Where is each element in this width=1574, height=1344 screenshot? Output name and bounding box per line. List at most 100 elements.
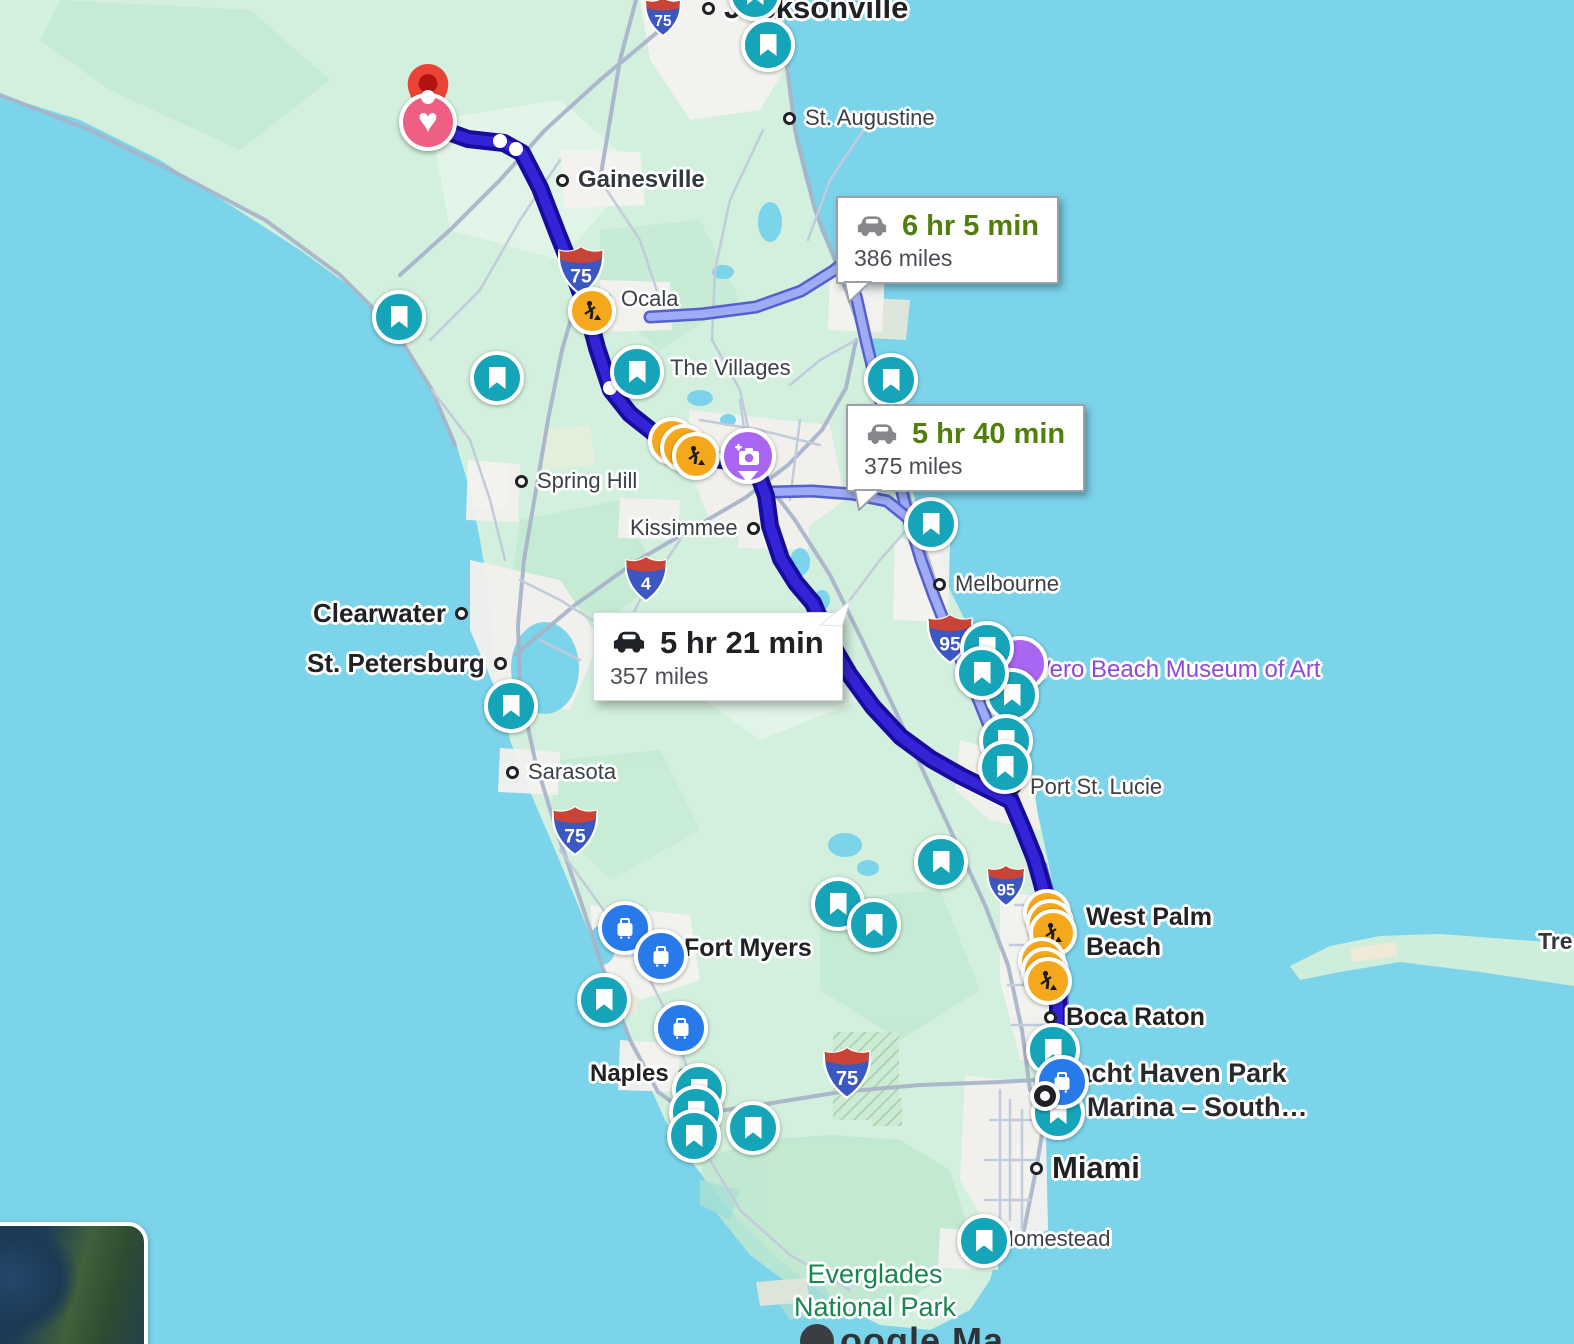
- bookmark-icon: [502, 695, 520, 717]
- city-label-st-petersburg[interactable]: St. Petersburg: [307, 648, 507, 679]
- origin-marker[interactable]: [1030, 1081, 1060, 1111]
- city-label-boca-raton[interactable]: Boca Raton: [1044, 1003, 1205, 1032]
- roadwork-pin[interactable]: [1024, 957, 1072, 1005]
- saved-place-pin[interactable]: [577, 973, 631, 1027]
- saved-place-pin[interactable]: [847, 898, 901, 952]
- bookmark-icon: [865, 914, 883, 936]
- construction-worker-icon: [1040, 970, 1057, 990]
- pin-tail: [738, 471, 758, 493]
- car-icon: [613, 631, 645, 653]
- layers-control[interactable]: Layers: [0, 1222, 148, 1344]
- city-dot: [702, 1, 715, 15]
- saved-place-pin[interactable]: [957, 1214, 1011, 1268]
- camera-plus-icon: [735, 443, 759, 465]
- suitcase-icon: [617, 918, 633, 939]
- saved-place-pin[interactable]: [372, 290, 426, 344]
- car-icon: [867, 423, 897, 444]
- favorite-place-marker[interactable]: ♥: [399, 90, 457, 151]
- construction-worker-icon: [688, 445, 705, 465]
- saved-place-pin[interactable]: [978, 740, 1032, 794]
- saved-place-pin[interactable]: [610, 345, 664, 399]
- saved-place-pin[interactable]: [667, 1109, 721, 1163]
- roadwork-pin[interactable]: [568, 287, 616, 335]
- svg-text:75: 75: [836, 1068, 858, 1090]
- city-label-miami[interactable]: Miami: [1030, 1150, 1140, 1186]
- city-label-the-villages[interactable]: The Villages: [648, 355, 791, 381]
- city-dot: [1044, 1011, 1057, 1024]
- bookmark-icon: [746, 0, 764, 5]
- svg-text:75: 75: [655, 13, 672, 30]
- city-dot: [454, 607, 468, 620]
- saved-place-pin[interactable]: [955, 646, 1009, 700]
- city-label-west-palm-beach[interactable]: West Palm Beach: [1064, 902, 1246, 962]
- construction-worker-icon: [584, 300, 601, 320]
- car-icon: [857, 215, 887, 236]
- route-selected-bubble[interactable]: 5 hr 21 min 357 miles: [593, 599, 851, 701]
- interstate-shield-75: 75: [558, 246, 604, 296]
- city-dot: [933, 577, 946, 591]
- hotel-travel-pin[interactable]: [654, 1001, 708, 1055]
- city-label-st-augustine[interactable]: St. Augustine: [783, 105, 935, 131]
- saved-place-pin[interactable]: [741, 18, 795, 72]
- bookmark-icon: [390, 306, 408, 328]
- bookmark-icon: [975, 1230, 993, 1252]
- interstate-shield-75: 75: [823, 1047, 871, 1099]
- bookmark-icon: [882, 369, 900, 391]
- pin-tip-dot: [421, 90, 435, 104]
- city-label-sarasota[interactable]: Sarasota: [506, 759, 616, 785]
- city-label-clearwater[interactable]: Clearwater: [313, 598, 468, 629]
- svg-text:75: 75: [564, 826, 586, 847]
- interstate-shield-75: 75: [552, 806, 598, 856]
- city-dot: [746, 521, 760, 535]
- city-label-spring-hill[interactable]: Spring Hill: [515, 468, 637, 494]
- poi-label-vero-beach-museum[interactable]: Vero Beach Museum of Art: [1035, 656, 1321, 683]
- bookmark-icon: [922, 513, 940, 535]
- saved-place-pin[interactable]: [726, 1101, 780, 1155]
- bahamas-patch: [1350, 942, 1398, 962]
- route-option-bubble-1[interactable]: 6 hr 5 min 386 miles: [836, 196, 1059, 303]
- hatched-area-2: [872, 1098, 902, 1126]
- city-label-fort-myers[interactable]: Fort Myers: [684, 934, 812, 962]
- suitcase-icon: [673, 1018, 689, 1039]
- bookmark-icon: [488, 367, 506, 389]
- suitcase-icon: [653, 946, 669, 967]
- svg-text:95: 95: [939, 634, 961, 655]
- route-option-bubble-2[interactable]: 5 hr 40 min 375 miles: [846, 404, 1086, 511]
- bookmark-icon: [628, 361, 646, 383]
- interstate-shield-75: 75: [645, 0, 681, 37]
- saved-place-pin[interactable]: [864, 353, 918, 407]
- bubble-pointer: [818, 599, 851, 627]
- bookmark-icon: [973, 662, 991, 684]
- hotel-travel-pin[interactable]: [634, 929, 688, 983]
- city-label-kissimmee[interactable]: Kissimmee: [630, 515, 760, 541]
- bookmark-icon: [759, 34, 777, 56]
- roadwork-pin[interactable]: [672, 432, 720, 480]
- bookmark-icon: [932, 851, 950, 873]
- route-waypoint-dot: [509, 142, 523, 156]
- city-label-gainesville[interactable]: Gainesville: [556, 166, 705, 194]
- photo-spot-pin[interactable]: [720, 428, 776, 484]
- bookmark-icon: [829, 893, 847, 915]
- city-label-port-st-lucie[interactable]: Port St. Lucie: [1008, 774, 1162, 800]
- saved-place-pin[interactable]: [914, 835, 968, 889]
- poi-label-treasure-coast-partial: Tre: [1538, 928, 1573, 954]
- interstate-shield-95: 95: [987, 865, 1025, 907]
- saved-place-pin[interactable]: [470, 351, 524, 405]
- poi-label-everglades[interactable]: Everglades National Park: [793, 1259, 957, 1322]
- bookmark-icon: [744, 1117, 762, 1139]
- bookmark-icon: [685, 1125, 703, 1147]
- saved-place-pin[interactable]: [484, 679, 538, 733]
- saved-place-pin[interactable]: [904, 497, 958, 551]
- city-dot: [493, 657, 507, 670]
- interstate-shield-4: 4: [625, 555, 667, 603]
- poi-label-yacht-haven[interactable]: Yacht Haven Park & Marina – South…: [1060, 1058, 1308, 1122]
- city-label-melbourne[interactable]: Melbourne: [933, 571, 1059, 597]
- svg-text:75: 75: [570, 266, 592, 287]
- bookmark-icon: [1003, 684, 1021, 706]
- city-dot: [515, 474, 528, 488]
- city-dot: [783, 111, 796, 125]
- city-label-homestead[interactable]: Homestead: [998, 1226, 1111, 1251]
- city-dot: [506, 765, 519, 779]
